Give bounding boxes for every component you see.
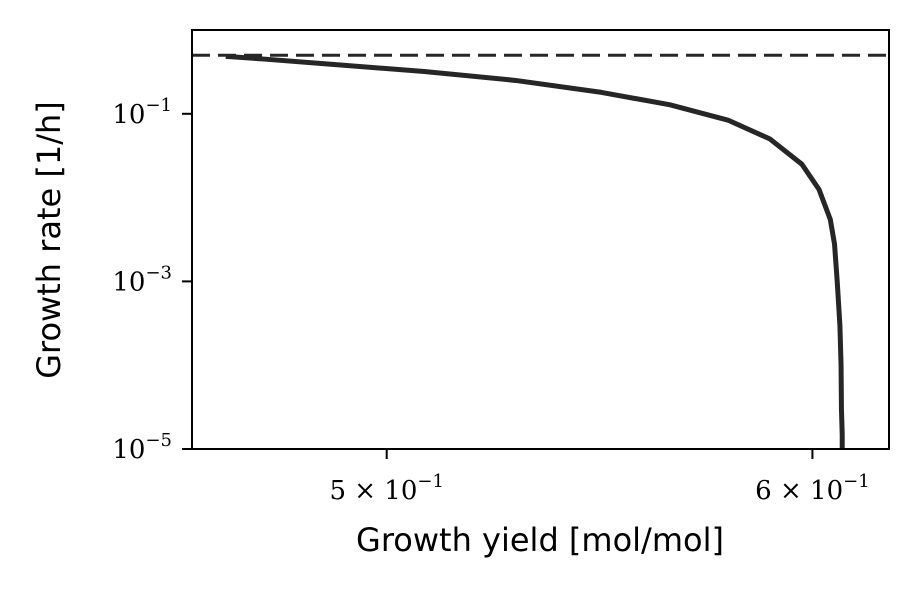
y-axis-label: Growth rate [1/h] — [30, 101, 68, 379]
x-axis-label: Growth yield [mol/mol] — [356, 521, 724, 559]
series-layer — [192, 53, 889, 449]
y-tick-label: 10−5 — [112, 430, 172, 465]
x-tick-label: 5 × 10−1 — [329, 471, 444, 506]
y-tick-label: 10−3 — [112, 262, 172, 297]
growth-curve-line — [225, 53, 845, 449]
y-tick-label: 10−1 — [112, 95, 172, 130]
x-tick-label: 6 × 10−1 — [755, 471, 870, 506]
ticks-layer: 5 × 10−1 6 × 10−1 10−5 10−3 10−1 — [112, 95, 869, 506]
plot-frame — [191, 29, 890, 450]
